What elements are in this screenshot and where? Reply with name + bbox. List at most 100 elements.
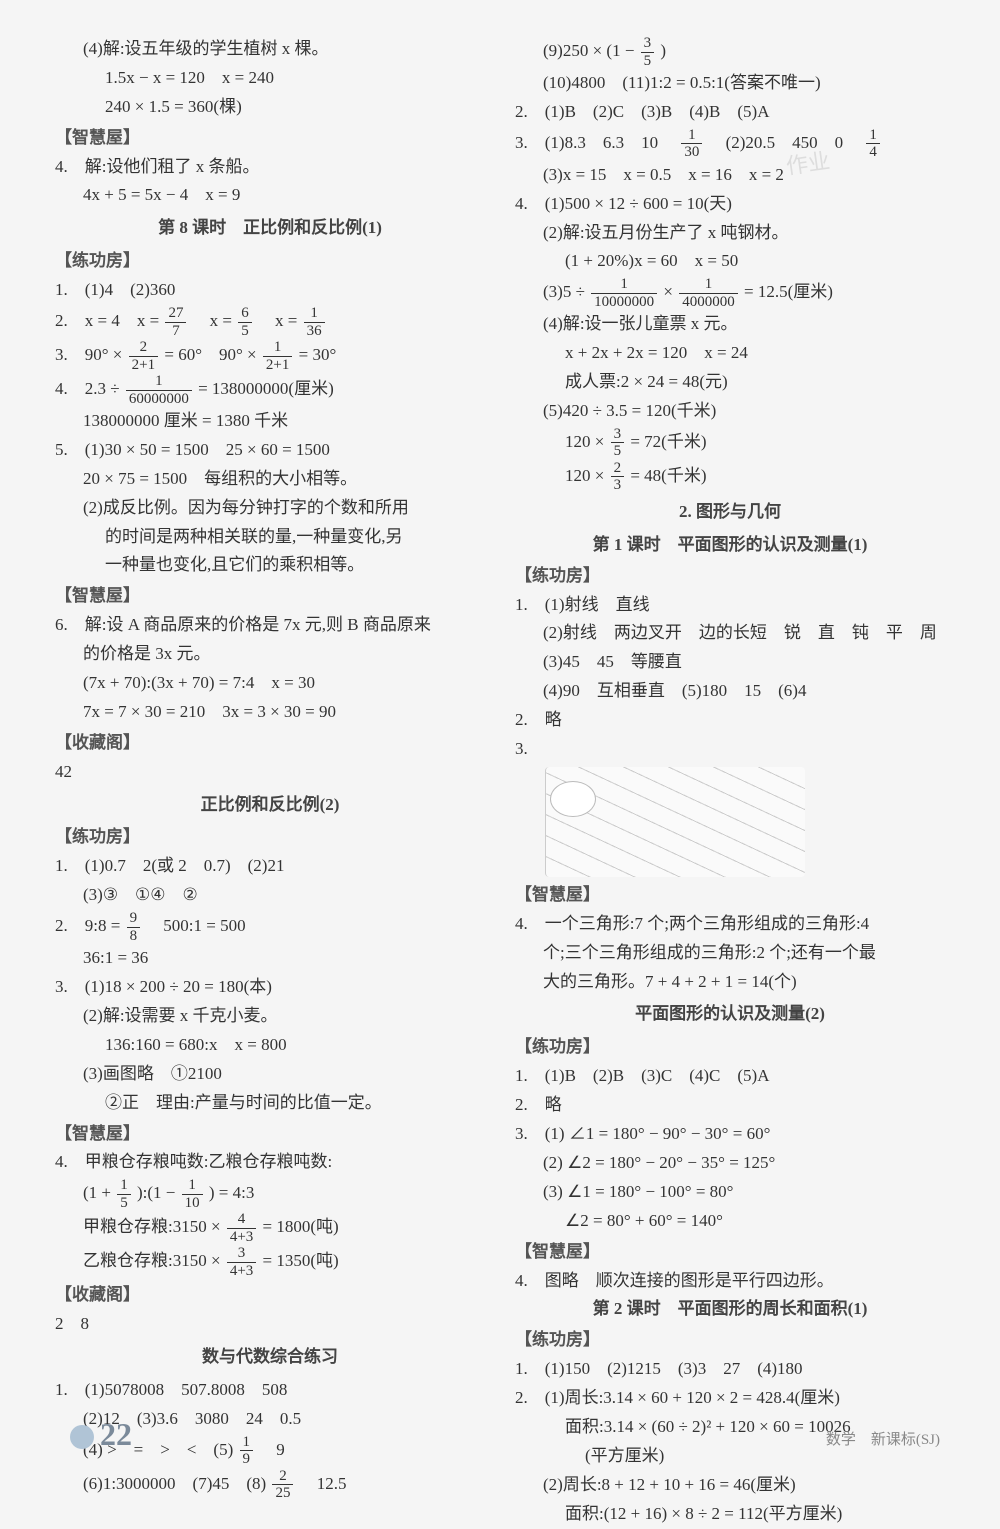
text: 4. 2.3 ÷ 160000000 = 138000000(厘米) xyxy=(55,373,485,407)
text: 1. (1)0.7 2(或 2 0.7) (2)21 xyxy=(55,852,485,881)
text: (2)成反比例。因为每分钟打字的个数和所用 xyxy=(55,494,485,523)
fraction: 65 xyxy=(238,305,252,339)
section-practice: 【练功房】 xyxy=(55,823,485,852)
text: 1.5x − x = 120 x = 240 xyxy=(55,64,485,93)
t: 500:1 = 500 xyxy=(146,916,245,935)
t: (6)1:3000000 (7)45 (8) xyxy=(83,1474,266,1493)
lesson-title: 第 2 课时 平面图形的周长和面积(1) xyxy=(515,1295,945,1324)
t: = 60° 90° × xyxy=(164,345,256,364)
text: 2. 9:8 = 98 500:1 = 500 xyxy=(55,910,485,944)
text: (3)5 ÷ 110000000 × 14000000 = 12.5(厘米) xyxy=(515,276,945,310)
text: 20 × 75 = 1500 每组积的大小相等。 xyxy=(55,465,485,494)
t: = 12.5(厘米) xyxy=(744,282,833,301)
text: 1. (1)射线 直线 xyxy=(515,591,945,620)
lesson-title: 平面图形的认识及测量(2) xyxy=(515,1000,945,1029)
t: × xyxy=(663,282,673,301)
t: 2. 9:8 = xyxy=(55,916,120,935)
text: (9)250 × (1 − 35 ) xyxy=(515,35,945,69)
lesson-title: 第 8 课时 正比例和反比例(1) xyxy=(55,214,485,243)
text: (3)45 45 等腰直 xyxy=(515,648,945,677)
section-wisdom: 【智慧屋】 xyxy=(55,1120,485,1149)
text: 4. 一个三角形:7 个;两个三角形组成的三角形:4 xyxy=(515,910,945,939)
footer-subject: 数学 新课标(SJ) xyxy=(826,1428,940,1454)
text: (3)③ ①④ ② xyxy=(55,881,485,910)
fraction: 14000000 xyxy=(679,276,738,310)
lesson-title: 正比例和反比例(2) xyxy=(55,791,485,820)
text: 42 xyxy=(55,758,485,787)
fraction: 35 xyxy=(641,35,655,69)
section-wisdom: 【智慧屋】 xyxy=(515,1238,945,1267)
fraction: 22+1 xyxy=(129,339,158,373)
text: 7x = 7 × 30 = 210 3x = 3 × 30 = 90 xyxy=(55,698,485,727)
text: 3. (1)8.3 6.3 10 130 (2)20.5 450 0 14 xyxy=(515,127,945,161)
text: 2. 略 xyxy=(515,706,945,735)
text: 1. (1)150 (2)1215 (3)3 27 (4)180 xyxy=(515,1355,945,1384)
text: 甲粮仓存粮:3150 × 44+3 = 1800(吨) xyxy=(55,1211,485,1245)
text: (4)解:设五年级的学生植树 x 棵。 xyxy=(55,35,485,64)
text: 3. (1)18 × 200 ÷ 20 = 180(本) xyxy=(55,973,485,1002)
t: ) = 4:3 xyxy=(209,1183,254,1202)
left-column: (4)解:设五年级的学生植树 x 棵。 1.5x − x = 120 x = 2… xyxy=(55,35,485,1529)
text: 5. (1)30 × 50 = 1500 25 × 60 = 1500 xyxy=(55,436,485,465)
t: = 1800(吨) xyxy=(263,1217,339,1236)
text: (5)420 ÷ 3.5 = 120(千米) xyxy=(515,397,945,426)
t: 乙粮仓存粮:3150 × xyxy=(83,1251,221,1270)
text: (2)射线 两边叉开 边的长短 锐 直 钝 平 周 xyxy=(515,619,945,648)
fraction: 110 xyxy=(182,1177,203,1211)
t: 12.5 xyxy=(300,1474,347,1493)
text: 1. (1)5078008 507.8008 508 xyxy=(55,1376,485,1405)
fraction: 277 xyxy=(165,305,186,339)
text: (2)周长:8 + 12 + 10 + 16 = 46(厘米) xyxy=(515,1471,945,1500)
fraction: 12+1 xyxy=(263,339,292,373)
fraction: 35 xyxy=(611,426,625,460)
section-title: 2. 图形与几何 xyxy=(515,498,945,527)
text: (6)1:3000000 (7)45 (8) 225 12.5 xyxy=(55,1468,485,1502)
text: 6. 解:设 A 商品原来的价格是 7x 元,则 B 商品原来 xyxy=(55,611,485,640)
text: 36:1 = 36 xyxy=(55,944,485,973)
t: ) xyxy=(660,41,666,60)
text: 面积:(12 + 16) × 8 ÷ 2 = 112(平方厘米) xyxy=(515,1500,945,1529)
sheep-diagram xyxy=(545,767,805,877)
text: 4. 图略 顺次连接的图形是平行四边形。 xyxy=(515,1267,945,1296)
text: (2) ∠2 = 180° − 20° − 35° = 125° xyxy=(515,1149,945,1178)
text: 1. (1)4 (2)360 xyxy=(55,276,485,305)
fraction: 44+3 xyxy=(227,1211,256,1245)
t: 120 × xyxy=(565,432,604,451)
text: 2. 略 xyxy=(515,1091,945,1120)
text: 乙粮仓存粮:3150 × 34+3 = 1350(吨) xyxy=(55,1245,485,1279)
text: 136:160 = 680:x x = 800 xyxy=(55,1031,485,1060)
t: = 72(千米) xyxy=(630,432,706,451)
t: 120 × xyxy=(565,466,604,485)
section-wisdom: 【智慧屋】 xyxy=(515,881,945,910)
text: (7x + 70):(3x + 70) = 7:4 x = 30 xyxy=(55,669,485,698)
text: (1 + 20%)x = 60 x = 50 xyxy=(515,247,945,276)
text: 138000000 厘米 = 1380 千米 xyxy=(55,407,485,436)
text: 4. 甲粮仓存粮吨数:乙粮仓存粮吨数: xyxy=(55,1148,485,1177)
t: 4. 2.3 ÷ xyxy=(55,379,120,398)
text: (3)画图略 ①2100 xyxy=(55,1060,485,1089)
t: 3. 90° × xyxy=(55,345,122,364)
text: 2. x = 4 x = 277 x = 65 x = 136 xyxy=(55,305,485,339)
page-columns: (4)解:设五年级的学生植树 x 棵。 1.5x − x = 120 x = 2… xyxy=(55,35,945,1529)
watermark: 作业 xyxy=(784,142,833,185)
t: 9 xyxy=(259,1440,285,1459)
t: 3. (1)8.3 6.3 10 xyxy=(515,133,675,152)
text: (10)4800 (11)1:2 = 0.5:1(答案不唯一) xyxy=(515,69,945,98)
section-collection: 【收藏阁】 xyxy=(55,1281,485,1310)
text: 3. (1) ∠1 = 180° − 90° − 30° = 60° xyxy=(515,1120,945,1149)
t: x = xyxy=(258,311,297,330)
t: (1 + xyxy=(83,1183,111,1202)
fraction: 130 xyxy=(681,127,702,161)
section-wisdom: 【智慧屋】 xyxy=(55,124,485,153)
t: (3)5 ÷ xyxy=(543,282,585,301)
t: 甲粮仓存粮:3150 × xyxy=(83,1217,221,1236)
fraction: 15 xyxy=(117,1177,131,1211)
text: 2 8 xyxy=(55,1310,485,1339)
text: 4. 解:设他们租了 x 条船。 xyxy=(55,153,485,182)
sheep-icon xyxy=(550,781,596,817)
text: (2)解:设五月份生产了 x 吨钢材。 xyxy=(515,219,945,248)
fraction: 136 xyxy=(304,305,325,339)
text: 4x + 5 = 5x − 4 x = 9 xyxy=(55,181,485,210)
fraction: 225 xyxy=(272,1468,293,1502)
text: 一种量也变化,且它们的乘积相等。 xyxy=(55,551,485,580)
